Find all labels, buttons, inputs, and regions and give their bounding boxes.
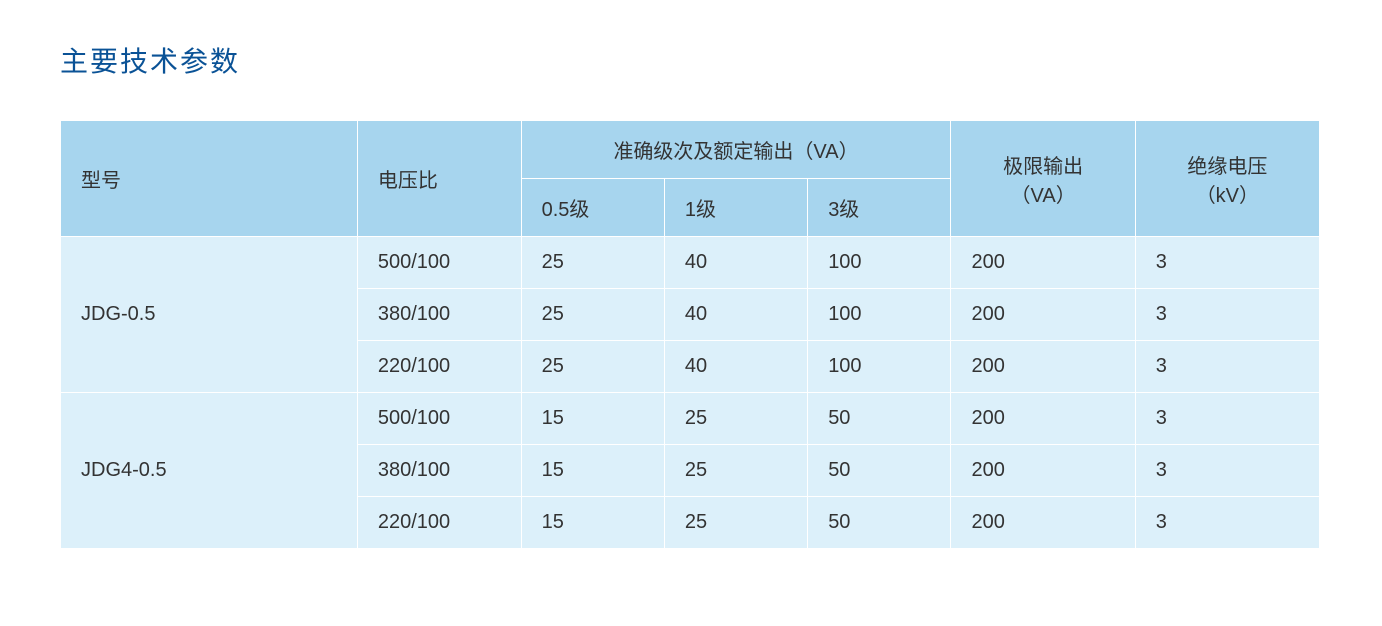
cell-l05: 15 [521, 497, 664, 549]
cell-l3: 100 [808, 341, 951, 393]
cell-limit: 200 [951, 497, 1135, 549]
cell-limit: 200 [951, 393, 1135, 445]
cell-ratio: 220/100 [357, 497, 521, 549]
cell-ratio: 380/100 [357, 445, 521, 497]
cell-l05: 25 [521, 289, 664, 341]
col-header-model: 型号 [61, 121, 358, 237]
cell-insul: 3 [1135, 497, 1319, 549]
cell-ratio: 500/100 [357, 393, 521, 445]
cell-l05: 15 [521, 445, 664, 497]
cell-insul: 3 [1135, 341, 1319, 393]
cell-l3: 100 [808, 289, 951, 341]
cell-ratio: 500/100 [357, 237, 521, 289]
cell-l3: 100 [808, 237, 951, 289]
col-header-level-05: 0.5级 [521, 179, 664, 237]
col-header-level-3: 3级 [808, 179, 951, 237]
cell-insul: 3 [1135, 393, 1319, 445]
cell-l3: 50 [808, 497, 951, 549]
cell-l1: 40 [664, 237, 807, 289]
col-header-insulation: 绝缘电压 （kV） [1135, 121, 1319, 237]
insul-label-1: 绝缘电压 [1187, 156, 1267, 178]
cell-l1: 25 [664, 393, 807, 445]
cell-l1: 40 [664, 341, 807, 393]
limit-label-1: 极限输出 [1003, 156, 1083, 178]
cell-l05: 15 [521, 393, 664, 445]
cell-ratio: 220/100 [357, 341, 521, 393]
cell-l1: 25 [664, 445, 807, 497]
table-row: JDG4-0.5 500/100 15 25 50 200 3 [61, 393, 1320, 445]
cell-insul: 3 [1135, 237, 1319, 289]
cell-limit: 200 [951, 237, 1135, 289]
cell-l3: 50 [808, 445, 951, 497]
limit-label-2: （VA） [1011, 185, 1076, 207]
cell-limit: 200 [951, 289, 1135, 341]
col-header-ratio: 电压比 [357, 121, 521, 237]
cell-insul: 3 [1135, 289, 1319, 341]
cell-l1: 25 [664, 497, 807, 549]
cell-l05: 25 [521, 237, 664, 289]
cell-limit: 200 [951, 341, 1135, 393]
cell-model: JDG-0.5 [61, 237, 358, 393]
header-row-1: 型号 电压比 准确级次及额定输出（VA） 极限输出 （VA） 绝缘电压 （kV） [61, 121, 1320, 179]
page-title: 主要技术参数 [60, 40, 1322, 80]
cell-model: JDG4-0.5 [61, 393, 358, 549]
col-header-level-1: 1级 [664, 179, 807, 237]
cell-insul: 3 [1135, 445, 1319, 497]
spec-table: 型号 电压比 准确级次及额定输出（VA） 极限输出 （VA） 绝缘电压 （kV）… [60, 120, 1320, 549]
cell-l3: 50 [808, 393, 951, 445]
table-row: JDG-0.5 500/100 25 40 100 200 3 [61, 237, 1320, 289]
insul-label-2: （kV） [1196, 185, 1259, 207]
cell-limit: 200 [951, 445, 1135, 497]
cell-l1: 40 [664, 289, 807, 341]
cell-ratio: 380/100 [357, 289, 521, 341]
cell-l05: 25 [521, 341, 664, 393]
col-header-accuracy-group: 准确级次及额定输出（VA） [521, 121, 951, 179]
col-header-limit: 极限输出 （VA） [951, 121, 1135, 237]
